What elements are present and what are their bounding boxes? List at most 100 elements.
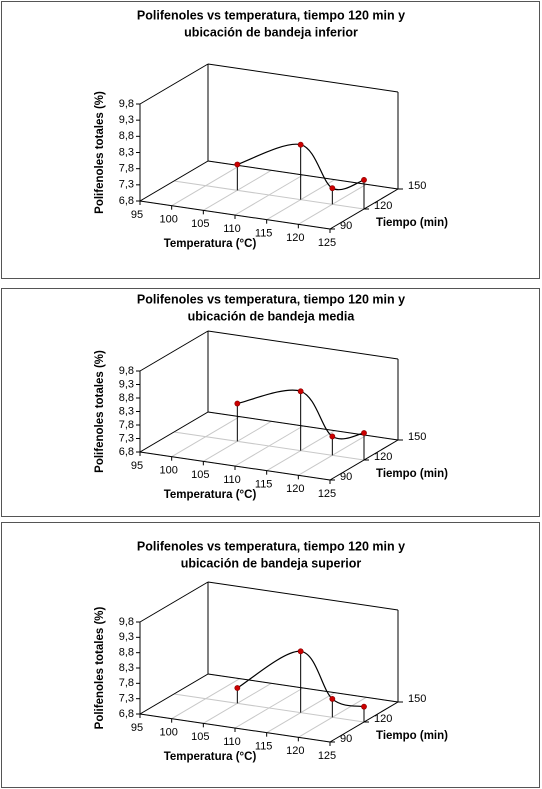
axis-edge (207, 411, 399, 441)
y-tick-label: 8,3 (119, 662, 134, 674)
axis-edge (139, 63, 209, 105)
y-tick-label: 7,8 (119, 677, 134, 689)
data-point (361, 176, 367, 183)
z-tick-label: 90 (340, 733, 352, 745)
x-tick-label: 115 (255, 228, 273, 240)
x-tick-label: 95 (131, 460, 143, 472)
y-axis-title: Polifenoles totales (%) (94, 606, 106, 729)
z-tick-label: 150 (408, 180, 426, 192)
series-line (237, 650, 365, 708)
axis-edge (207, 63, 399, 93)
y-tick-label: 8,3 (119, 405, 134, 417)
y-tick-label: 7,8 (119, 419, 134, 431)
y-tick-label: 9,3 (119, 114, 134, 126)
y-tick-label: 9,3 (119, 378, 134, 390)
x-tick-label: 110 (223, 223, 241, 235)
chart-title: ubicación de bandeja inferior (184, 25, 358, 39)
x-tick-label: 120 (286, 745, 304, 757)
x-tick-label: 100 (159, 727, 177, 739)
grid-line (173, 180, 365, 210)
x-tick-label: 110 (223, 736, 241, 748)
x-tick-label: 105 (191, 731, 209, 743)
x-tick-label: 100 (159, 214, 177, 226)
data-point (329, 185, 336, 192)
x-tick-label: 115 (255, 741, 273, 753)
axis-edge (207, 330, 399, 360)
series-line (237, 143, 365, 191)
x-tick-label: 95 (131, 209, 143, 221)
panel-border (1, 1, 540, 279)
x-tick-label: 125 (318, 750, 336, 762)
data-point (329, 433, 336, 440)
z-tick-label: 120 (374, 200, 392, 212)
z-tick-label: 150 (408, 431, 426, 443)
y-tick-label: 9,8 (119, 365, 134, 377)
data-point (234, 161, 241, 168)
x-tick-label: 115 (255, 479, 273, 491)
axis-edge (207, 581, 399, 611)
axis-edge (139, 330, 209, 372)
panel-border (1, 522, 540, 788)
chart-panel: Polifenoles vs temperatura, tiempo 120 m… (1, 522, 540, 788)
x-axis-title: Temperatura (°C) (164, 751, 257, 763)
data-point (329, 696, 336, 702)
x-tick-label: 125 (318, 237, 336, 249)
data-point (234, 400, 241, 407)
y-tick-label: 6,8 (119, 708, 134, 720)
chart-title: ubicación de bandeja media (188, 309, 356, 323)
chart-title: ubicación de bandeja superior (181, 556, 362, 570)
x-tick-label: 120 (286, 232, 304, 244)
axis-edge (139, 160, 209, 202)
y-tick-label: 9,3 (119, 631, 134, 643)
x-axis-title: Temperatura (°C) (164, 238, 257, 250)
x-tick-label: 100 (159, 465, 177, 477)
chart-title: Polifenoles vs temperatura, tiempo 120 m… (137, 539, 405, 553)
grid-line (173, 693, 365, 723)
chart-panel: Polifenoles vs temperatura, tiempo 120 m… (1, 1, 540, 279)
z-axis-title: Tiempo (min) (376, 468, 448, 480)
x-tick-label: 110 (223, 474, 241, 486)
chart-title: Polifenoles vs temperatura, tiempo 120 m… (137, 8, 405, 22)
y-tick-label: 7,3 (119, 432, 134, 444)
data-point (297, 141, 304, 148)
y-axis-title: Polifenoles totales (%) (94, 350, 106, 473)
y-tick-label: 7,3 (119, 693, 134, 705)
y-tick-label: 8,8 (119, 392, 134, 404)
z-axis-title: Tiempo (min) (376, 217, 448, 229)
axis-edge (139, 673, 209, 715)
x-tick-label: 105 (191, 469, 209, 481)
grid-line (173, 431, 365, 461)
chart-title: Polifenoles vs temperatura, tiempo 120 m… (137, 292, 405, 306)
data-point (234, 685, 241, 691)
data-point (361, 430, 367, 436)
axis-edge (207, 673, 399, 703)
data-point (297, 388, 304, 395)
y-tick-label: 9,8 (119, 616, 134, 628)
x-axis-title: Temperatura (°C) (164, 489, 257, 501)
chart-panel: Polifenoles vs temperatura, tiempo 120 m… (1, 288, 540, 517)
z-tick-label: 120 (374, 451, 392, 463)
data-point (297, 648, 304, 655)
x-tick-label: 95 (131, 722, 143, 734)
x-tick-label: 125 (318, 488, 336, 500)
series-line (237, 389, 365, 440)
axis-edge (139, 411, 209, 453)
y-tick-label: 8,3 (119, 146, 134, 158)
z-tick-label: 90 (340, 471, 352, 483)
z-tick-label: 90 (340, 220, 352, 232)
y-axis-title: Polifenoles totales (%) (94, 91, 106, 214)
axis-edge (139, 581, 209, 623)
z-tick-label: 150 (408, 693, 426, 705)
data-point (361, 703, 367, 710)
y-tick-label: 6,8 (119, 195, 134, 207)
z-tick-label: 120 (374, 713, 392, 725)
x-tick-label: 105 (191, 218, 209, 230)
y-tick-label: 8,8 (119, 647, 134, 659)
y-tick-label: 7,3 (119, 179, 134, 191)
z-axis-title: Tiempo (min) (376, 730, 448, 742)
x-tick-label: 120 (286, 483, 304, 495)
y-tick-label: 7,8 (119, 163, 134, 175)
y-tick-label: 6,8 (119, 446, 134, 458)
panel-border (1, 288, 540, 517)
